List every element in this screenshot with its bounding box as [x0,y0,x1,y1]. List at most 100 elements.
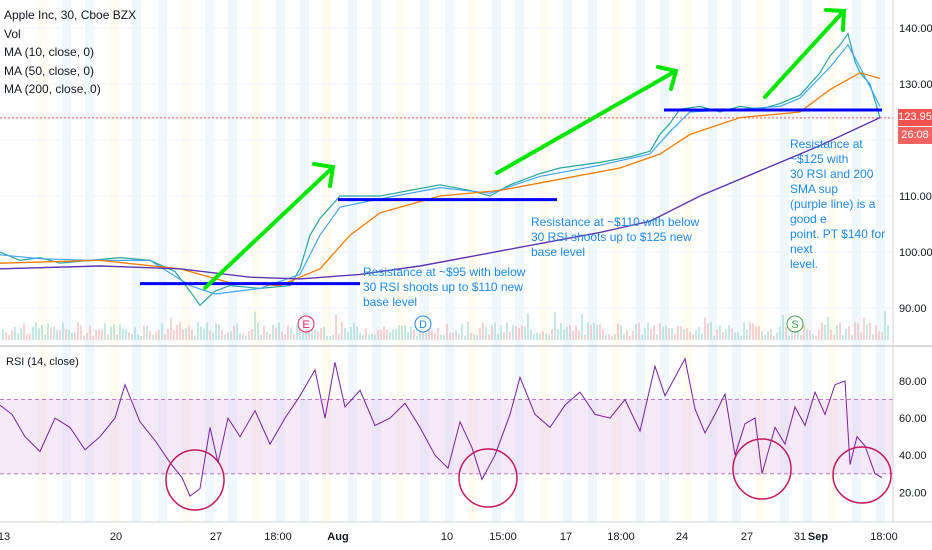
volume-bar [617,323,619,340]
volume-bar [356,326,358,340]
time-tick-label: 27 [741,531,753,543]
volume-bar [68,329,70,340]
price-axis-labels[interactable]: 90.00 100.00 110.00 130.00 140.00 [899,23,932,315]
volume-bar [671,328,673,340]
volume-bar [881,332,883,340]
volume-bar [716,329,718,340]
volume-bar [158,329,160,340]
volume-bar [842,335,844,340]
rsi-line[interactable] [0,357,883,497]
volume-bar [818,329,820,340]
volume-bar [701,333,703,340]
volume-bar [689,331,691,340]
volume-bar [836,325,838,340]
legend-vol[interactable]: Vol [4,26,21,41]
volume-bar [509,331,511,340]
event-marker-split[interactable]: S [791,319,798,331]
volume-bar [602,329,604,340]
volume-bar [368,334,370,340]
volume-bar [20,328,22,340]
time-tick-label: 20 [110,531,122,543]
volume-bar [860,332,862,340]
annotation-resistance-110: Resistance at ~$110 with below 30 RSI sh… [531,215,700,259]
volume-bar [8,334,10,340]
rsi-axis-labels[interactable]: 20.00 40.00 60.00 80.00 [899,376,927,499]
volume-bar [686,328,688,340]
volume-bar [857,323,859,340]
volume-bar [611,335,613,340]
volume-bar [329,335,331,340]
volume-bar [284,334,286,340]
volume-bar [530,329,532,340]
volume-bar [713,335,715,340]
volume-bar [473,334,475,340]
session-stripe [182,0,191,522]
volume-bar [383,326,385,340]
volume-bar [413,329,415,340]
rsi-title[interactable]: RSI (14, close) [6,356,79,368]
event-markers[interactable]: E D S [297,315,804,333]
time-tick-label: 13 [0,531,10,543]
volume-bar [695,330,697,340]
volume-bar [419,326,421,340]
session-stripe [38,0,47,522]
volume-bar [848,326,850,340]
volume-bar [86,332,88,340]
event-marker-dividend[interactable]: D [419,319,427,331]
series-line-ma-200-close-0-[interactable] [0,116,881,280]
volume-bar [614,334,616,340]
volume-bar [296,325,298,340]
volume-bar [479,328,481,340]
volume-bar [263,325,265,340]
volume-bar [824,324,826,340]
event-marker-earnings[interactable]: E [302,319,309,331]
volume-bar [65,329,67,340]
volume-bar [749,322,751,340]
volume-bar [521,325,523,340]
legend-symbol[interactable]: Apple Inc, 30, Cboe BZX [4,8,137,22]
volume-bar [206,322,208,340]
volume-bar [248,331,250,340]
series-line-ma-10-close-0-[interactable] [0,43,881,295]
session-stripe [372,0,381,522]
volume-bar [425,332,427,340]
volume-bar [107,333,109,340]
volume-bar [752,323,754,340]
volume-bar [188,325,190,340]
legend-ma200[interactable]: MA (200, close, 0) [4,82,101,96]
volume-bar [257,322,259,340]
volume-bar [47,323,49,340]
volume-bar [692,334,694,340]
volume-bar [260,334,262,340]
volume-bar [497,333,499,340]
volume-bar [770,328,772,340]
volume-bar [29,333,31,340]
volume-bar [11,330,13,340]
volume-bar [362,335,364,340]
volume-bar [38,328,40,340]
volume-bar [875,325,877,340]
volume-bar [173,330,175,340]
session-stripe [300,0,309,522]
session-stripe [276,0,285,522]
legend-ma50[interactable]: MA (50, close, 0) [4,63,95,78]
volume-bar [326,335,328,340]
volume-bar [647,323,649,340]
session-stripe [876,0,885,522]
volume-bar [74,332,76,340]
volume-bar [239,332,241,340]
rsi-circle-4 [832,446,892,504]
rsi-tick-label: 20.00 [899,487,927,499]
volume-bar [485,326,487,340]
legend-ma10[interactable]: MA (10, close, 0) [4,45,95,59]
volume-bar [191,329,193,340]
volume-bar [95,329,97,340]
volume-bar [866,324,868,340]
volume-bar [878,331,880,340]
volume-bar [290,327,292,340]
time-axis-labels[interactable]: 13 20 27 18:00 Aug 10 15:00 17 18:00 24 27 31 Sep 18:… [0,531,898,543]
volume-bar [41,325,43,340]
last-price-badge: 123.95 [898,109,932,126]
session-stripe [828,0,837,522]
